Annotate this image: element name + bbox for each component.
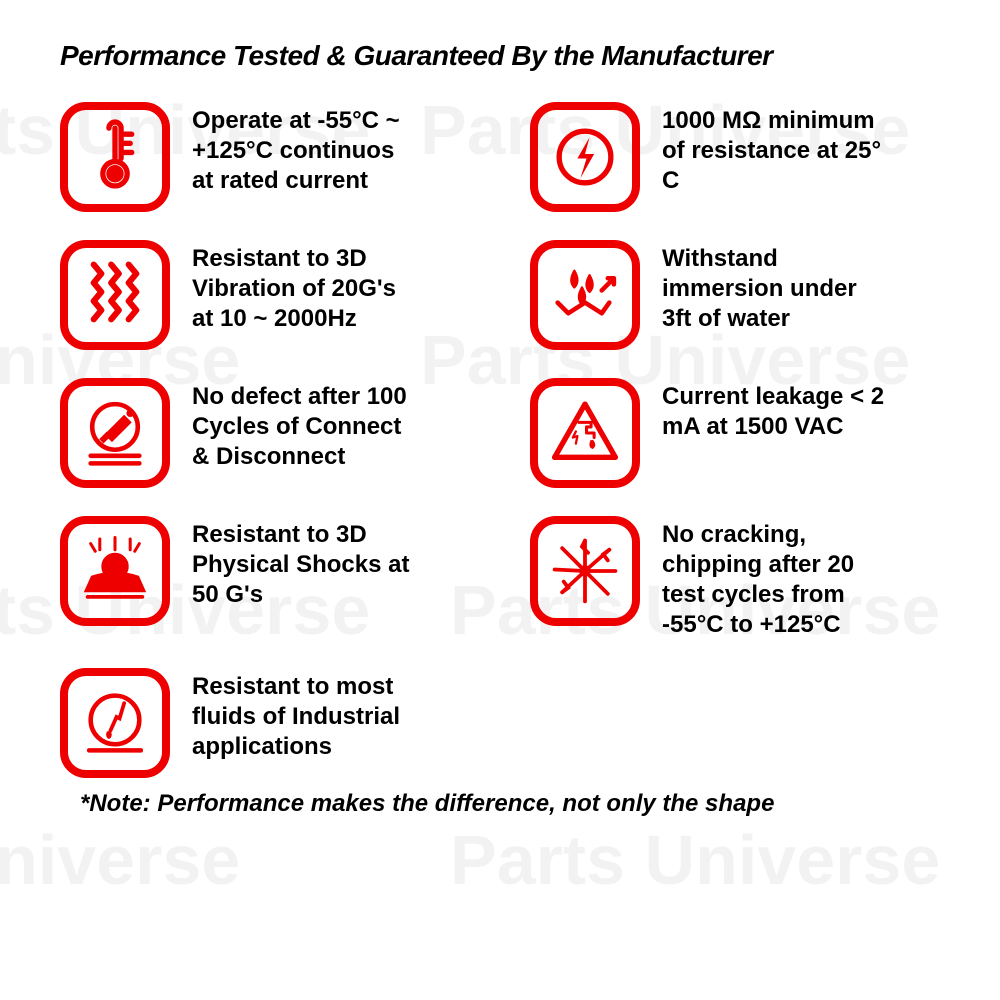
feature-item: P SHOCK PROOF Resistant to 3D Physical Sho… xyxy=(60,516,470,640)
feature-text: 1000 MΩ minimum of resistance at 25° C xyxy=(662,102,892,196)
feature-text: Resistant to 3D Physical Shocks at 50 G'… xyxy=(192,516,422,610)
feature-text: Resistant to most fluids of Industrial a… xyxy=(192,668,422,762)
feature-item: Current leakage < 2 mA at 1500 VAC xyxy=(530,378,940,488)
feature-text: Resistant to 3D Vibration of 20G's at 10… xyxy=(192,240,422,334)
feature-text: Withstand immersion under 3ft of water xyxy=(662,240,892,334)
hammer-icon xyxy=(60,378,170,488)
footnote: *Note: Performance makes the difference,… xyxy=(80,790,940,818)
feature-item: 1000 MΩ minimum of resistance at 25° C xyxy=(530,102,940,212)
thermometer-icon xyxy=(60,102,170,212)
svg-text:SHOCK PROOF: SHOCK PROOF xyxy=(90,583,141,590)
feature-item: Resistant to 3D Vibration of 20G's at 10… xyxy=(60,240,470,350)
feature-item: No cracking, chipping after 20 test cycl… xyxy=(530,516,940,640)
lightning-icon xyxy=(530,102,640,212)
leakage-icon xyxy=(530,378,640,488)
feature-item: Resistant to most fluids of Industrial a… xyxy=(60,668,470,778)
feature-text: No defect after 100 Cycles of Connect & … xyxy=(192,378,422,472)
shockproof-icon: P SHOCK PROOF xyxy=(60,516,170,626)
vibration-icon xyxy=(60,240,170,350)
feature-item: No defect after 100 Cycles of Connect & … xyxy=(60,378,470,488)
svg-text:P: P xyxy=(110,559,119,574)
page-title: Performance Tested & Guaranteed By the M… xyxy=(60,40,940,72)
fluids-icon xyxy=(60,668,170,778)
feature-item: Operate at -55°C ~ +125°C continuos at r… xyxy=(60,102,470,212)
feature-text: Current leakage < 2 mA at 1500 VAC xyxy=(662,378,892,442)
feature-item: Withstand immersion under 3ft of water xyxy=(530,240,940,350)
waterproof-icon xyxy=(530,240,640,350)
feature-text: No cracking, chipping after 20 test cycl… xyxy=(662,516,892,640)
feature-text: Operate at -55°C ~ +125°C continuos at r… xyxy=(192,102,422,196)
crack-icon xyxy=(530,516,640,626)
